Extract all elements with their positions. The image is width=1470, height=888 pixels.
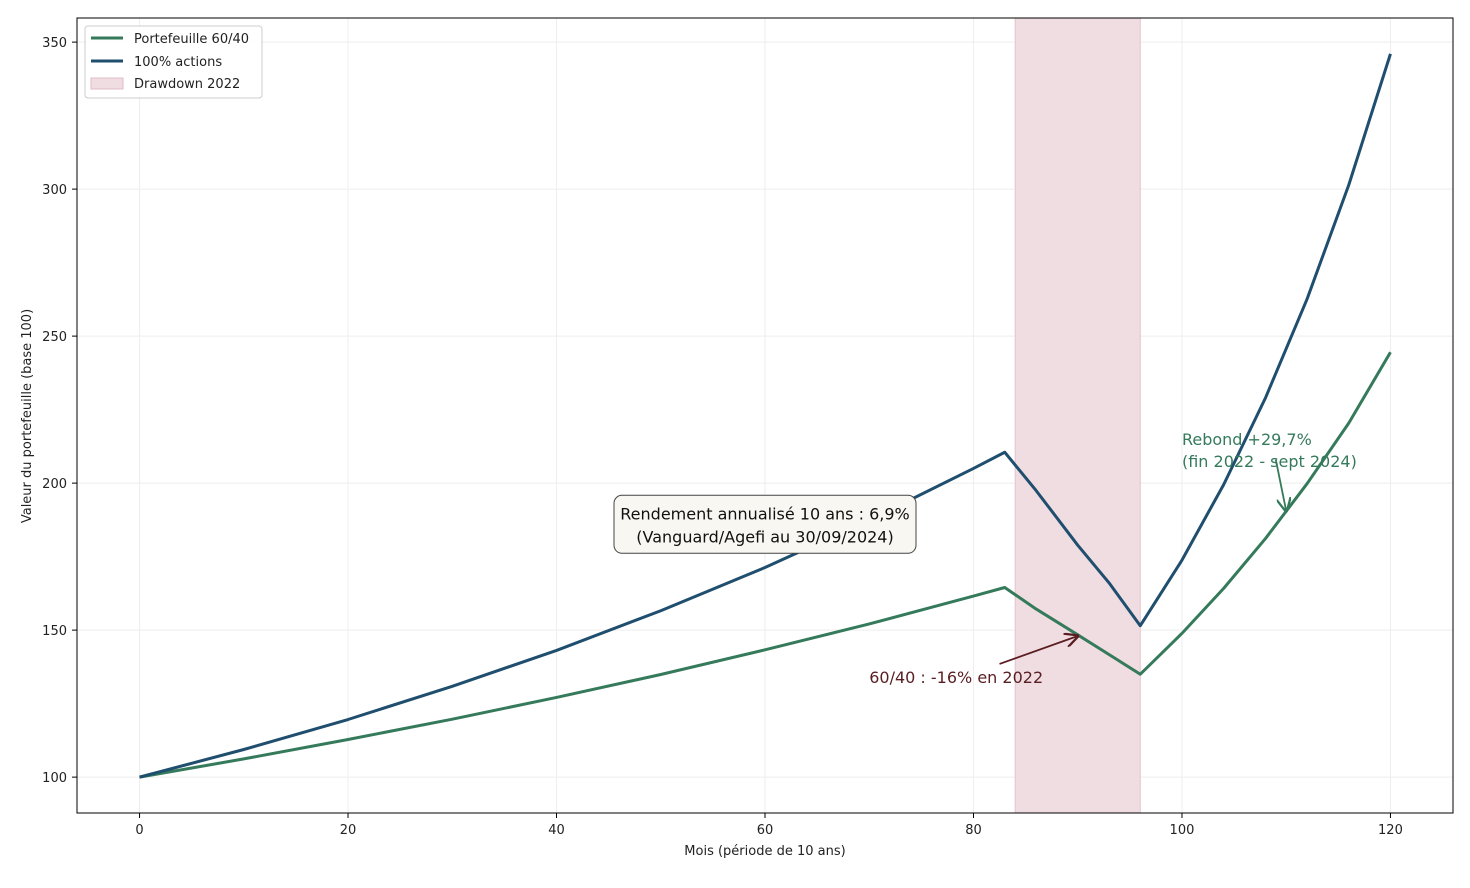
- legend-swatch-drawdown: [90, 77, 124, 90]
- legend-label-6040: Portefeuille 60/40: [134, 32, 249, 47]
- series-lines: [139, 53, 1392, 779]
- drop-arrow: [999, 636, 1078, 665]
- x-tick-label: 80: [965, 823, 982, 838]
- y-tick-label: 250: [42, 330, 67, 345]
- x-axis-label: Mois (période de 10 ans): [684, 844, 845, 859]
- y-tick-label: 100: [42, 771, 67, 786]
- x-tick-label: 120: [1378, 823, 1403, 838]
- drop-annotation-text: 60/40 : -16% en 2022: [869, 668, 1043, 687]
- rebound-annotation-text: Rebond +29,7%: [1182, 430, 1312, 449]
- annotation-box-text: Rendement annualisé 10 ans : 6,9%: [620, 504, 909, 523]
- y-tick-label: 200: [42, 477, 67, 492]
- annotation-box: [613, 494, 917, 554]
- grid: [77, 18, 1453, 813]
- y-tick-label: 300: [42, 183, 67, 198]
- x-tick-label: 0: [135, 823, 143, 838]
- legend: Portefeuille 60/40 100% actions Drawdown…: [84, 25, 263, 99]
- series-line-100-actions: [139, 53, 1392, 779]
- legend-label-actions: 100% actions: [134, 55, 222, 70]
- series-line-60-40: [139, 351, 1392, 779]
- y-axis-label: Valeur du portefeuille (base 100): [20, 309, 35, 523]
- annotations: Rendement annualisé 10 ans : 6,9% (Vangua…: [613, 430, 1357, 687]
- x-tick-label: 60: [757, 823, 774, 838]
- drawdown-region: [1014, 17, 1141, 814]
- x-tick-label: 20: [340, 823, 357, 838]
- x-tick-label: 40: [548, 823, 565, 838]
- annotation-box-text: (Vanguard/Agefi au 30/09/2024): [636, 527, 893, 546]
- rebound-arrow: [1274, 459, 1286, 511]
- y-tick-label: 350: [42, 36, 67, 51]
- y-tick-label: 150: [42, 624, 67, 639]
- legend-label-drawdown: Drawdown 2022: [134, 77, 240, 92]
- axis-ticks: 0 20 40 60 80 100 120 100 150 200 250 300 350: [42, 36, 1403, 838]
- rebound-annotation-text: (fin 2022 - sept 2024): [1182, 452, 1357, 471]
- x-tick-label: 100: [1170, 823, 1195, 838]
